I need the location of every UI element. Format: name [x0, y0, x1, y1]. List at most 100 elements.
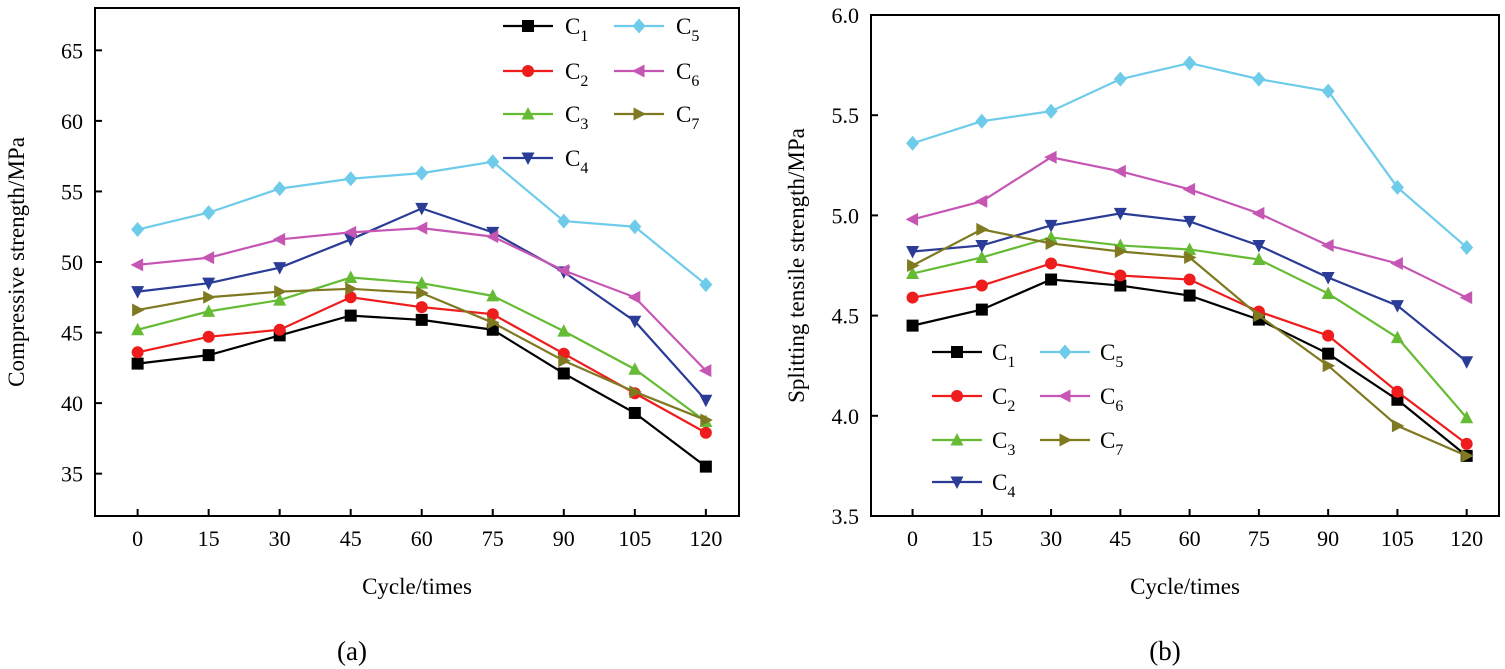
data-point-C4 — [1044, 219, 1058, 233]
legend-marker-C4 — [521, 152, 535, 165]
data-point-C2 — [1045, 257, 1058, 270]
data-point-C5 — [1113, 71, 1127, 87]
panel-caption: (a) — [337, 636, 367, 666]
y-tick-label: 4.5 — [832, 304, 860, 329]
data-point-C6 — [1321, 238, 1334, 252]
y-tick-label: 45 — [61, 321, 83, 346]
x-tick-label: 45 — [340, 526, 362, 551]
data-point-C2 — [131, 346, 144, 359]
data-point-C2 — [975, 279, 988, 292]
data-point-C4 — [1460, 356, 1474, 369]
plot-frame — [870, 14, 1500, 517]
legend-marker-C3 — [521, 107, 535, 120]
data-point-C7 — [487, 316, 500, 330]
data-point-C1 — [1114, 279, 1127, 292]
data-point-C3 — [1460, 410, 1474, 424]
data-point-C2 — [273, 323, 286, 336]
data-point-C2 — [486, 308, 499, 321]
data-point-C7 — [1461, 449, 1474, 463]
series-C4 — [906, 207, 1474, 369]
data-point-C3 — [1390, 330, 1404, 344]
data-point-C7 — [1045, 236, 1059, 250]
plot-frame — [94, 7, 740, 517]
legend-marker-C6 — [632, 64, 645, 78]
data-point-C4 — [975, 239, 989, 253]
x-tick-label: 105 — [1381, 526, 1414, 551]
data-point-C1 — [1322, 347, 1335, 360]
legend-item-C1: C1 — [932, 340, 1015, 371]
x-axis-title: Cycle/times — [362, 574, 472, 599]
data-point-C6 — [414, 221, 428, 235]
data-point-C4 — [1252, 239, 1266, 253]
data-point-C7 — [132, 303, 145, 317]
legend-label-C1: C1 — [565, 14, 588, 45]
data-point-C6 — [343, 225, 357, 239]
legend-item-C7: C7 — [614, 102, 699, 133]
data-point-C3 — [202, 304, 216, 317]
legend: C1 C2 C3 C4 C5 C6 C7 — [932, 340, 1123, 501]
data-point-C4 — [1321, 272, 1335, 285]
legend-label-C7: C7 — [1100, 428, 1123, 459]
data-point-C6 — [130, 258, 144, 272]
y-tick-label: 55 — [61, 179, 83, 204]
data-point-C3 — [486, 288, 500, 302]
x-axis-title: Cycle/times — [1130, 574, 1240, 599]
y-tick-label: 5.5 — [832, 103, 860, 128]
data-point-C6 — [698, 364, 712, 378]
x-tick-label: 105 — [618, 526, 651, 551]
data-point-C7 — [1184, 250, 1197, 264]
data-point-C3 — [975, 250, 989, 263]
x-tick-label: 0 — [132, 526, 143, 551]
x-tick-label: 90 — [1317, 526, 1339, 551]
y-tick-label: 5.0 — [832, 203, 860, 228]
legend-label-C5: C5 — [676, 14, 699, 45]
y-tick-label: 6.0 — [832, 3, 860, 28]
legend-label-C1: C1 — [992, 340, 1015, 371]
data-point-C2 — [1391, 385, 1404, 398]
series-line-C1 — [137, 314, 707, 468]
legend-marker-C7 — [1059, 433, 1072, 447]
x-tick-label: 75 — [482, 526, 504, 551]
legend-marker-C1 — [951, 346, 963, 358]
data-point-C4 — [1390, 300, 1404, 313]
data-point-C7 — [1114, 244, 1128, 258]
data-point-C4 — [202, 277, 216, 291]
x-tick-label: 75 — [1248, 526, 1270, 551]
legend-item-C4: C4 — [503, 146, 588, 177]
legend-marker-C4 — [950, 476, 964, 489]
data-point-C7 — [274, 285, 287, 299]
legend-marker-C6 — [1058, 389, 1071, 403]
data-point-C1 — [906, 319, 919, 332]
legend-item-C4: C4 — [932, 470, 1015, 501]
data-point-C5 — [557, 213, 571, 229]
x-tick-label: 120 — [689, 526, 722, 551]
data-point-C2 — [1114, 269, 1127, 282]
x-tick-label: 60 — [411, 526, 433, 551]
data-point-C3 — [131, 322, 145, 336]
data-point-C7 — [203, 290, 216, 304]
data-point-C2 — [344, 291, 357, 304]
data-point-C7 — [1253, 309, 1266, 323]
data-point-C3 — [628, 362, 642, 375]
series-C7 — [907, 222, 1474, 463]
data-point-C6 — [556, 263, 570, 277]
data-point-C5 — [975, 113, 989, 129]
series-C3 — [906, 230, 1474, 424]
legend-marker-C1 — [522, 20, 534, 32]
series-line-C3 — [137, 276, 707, 423]
legend-label-C2: C2 — [992, 384, 1015, 415]
legend-item-C1: C1 — [503, 14, 588, 45]
data-point-C7 — [1391, 419, 1405, 433]
data-point-C5 — [1252, 71, 1266, 87]
legend-label-C3: C3 — [992, 428, 1015, 459]
legend-label-C7: C7 — [676, 102, 699, 133]
y-tick-label: 35 — [61, 462, 83, 487]
series-C6 — [905, 150, 1473, 305]
legend-marker-C5 — [632, 18, 646, 34]
data-point-C6 — [1113, 164, 1126, 178]
data-point-C7 — [416, 286, 429, 300]
y-tick-label: 3.5 — [832, 504, 860, 529]
data-point-C6 — [272, 232, 286, 246]
legend-item-C5: C5 — [1040, 340, 1123, 371]
data-point-C5 — [906, 135, 920, 151]
